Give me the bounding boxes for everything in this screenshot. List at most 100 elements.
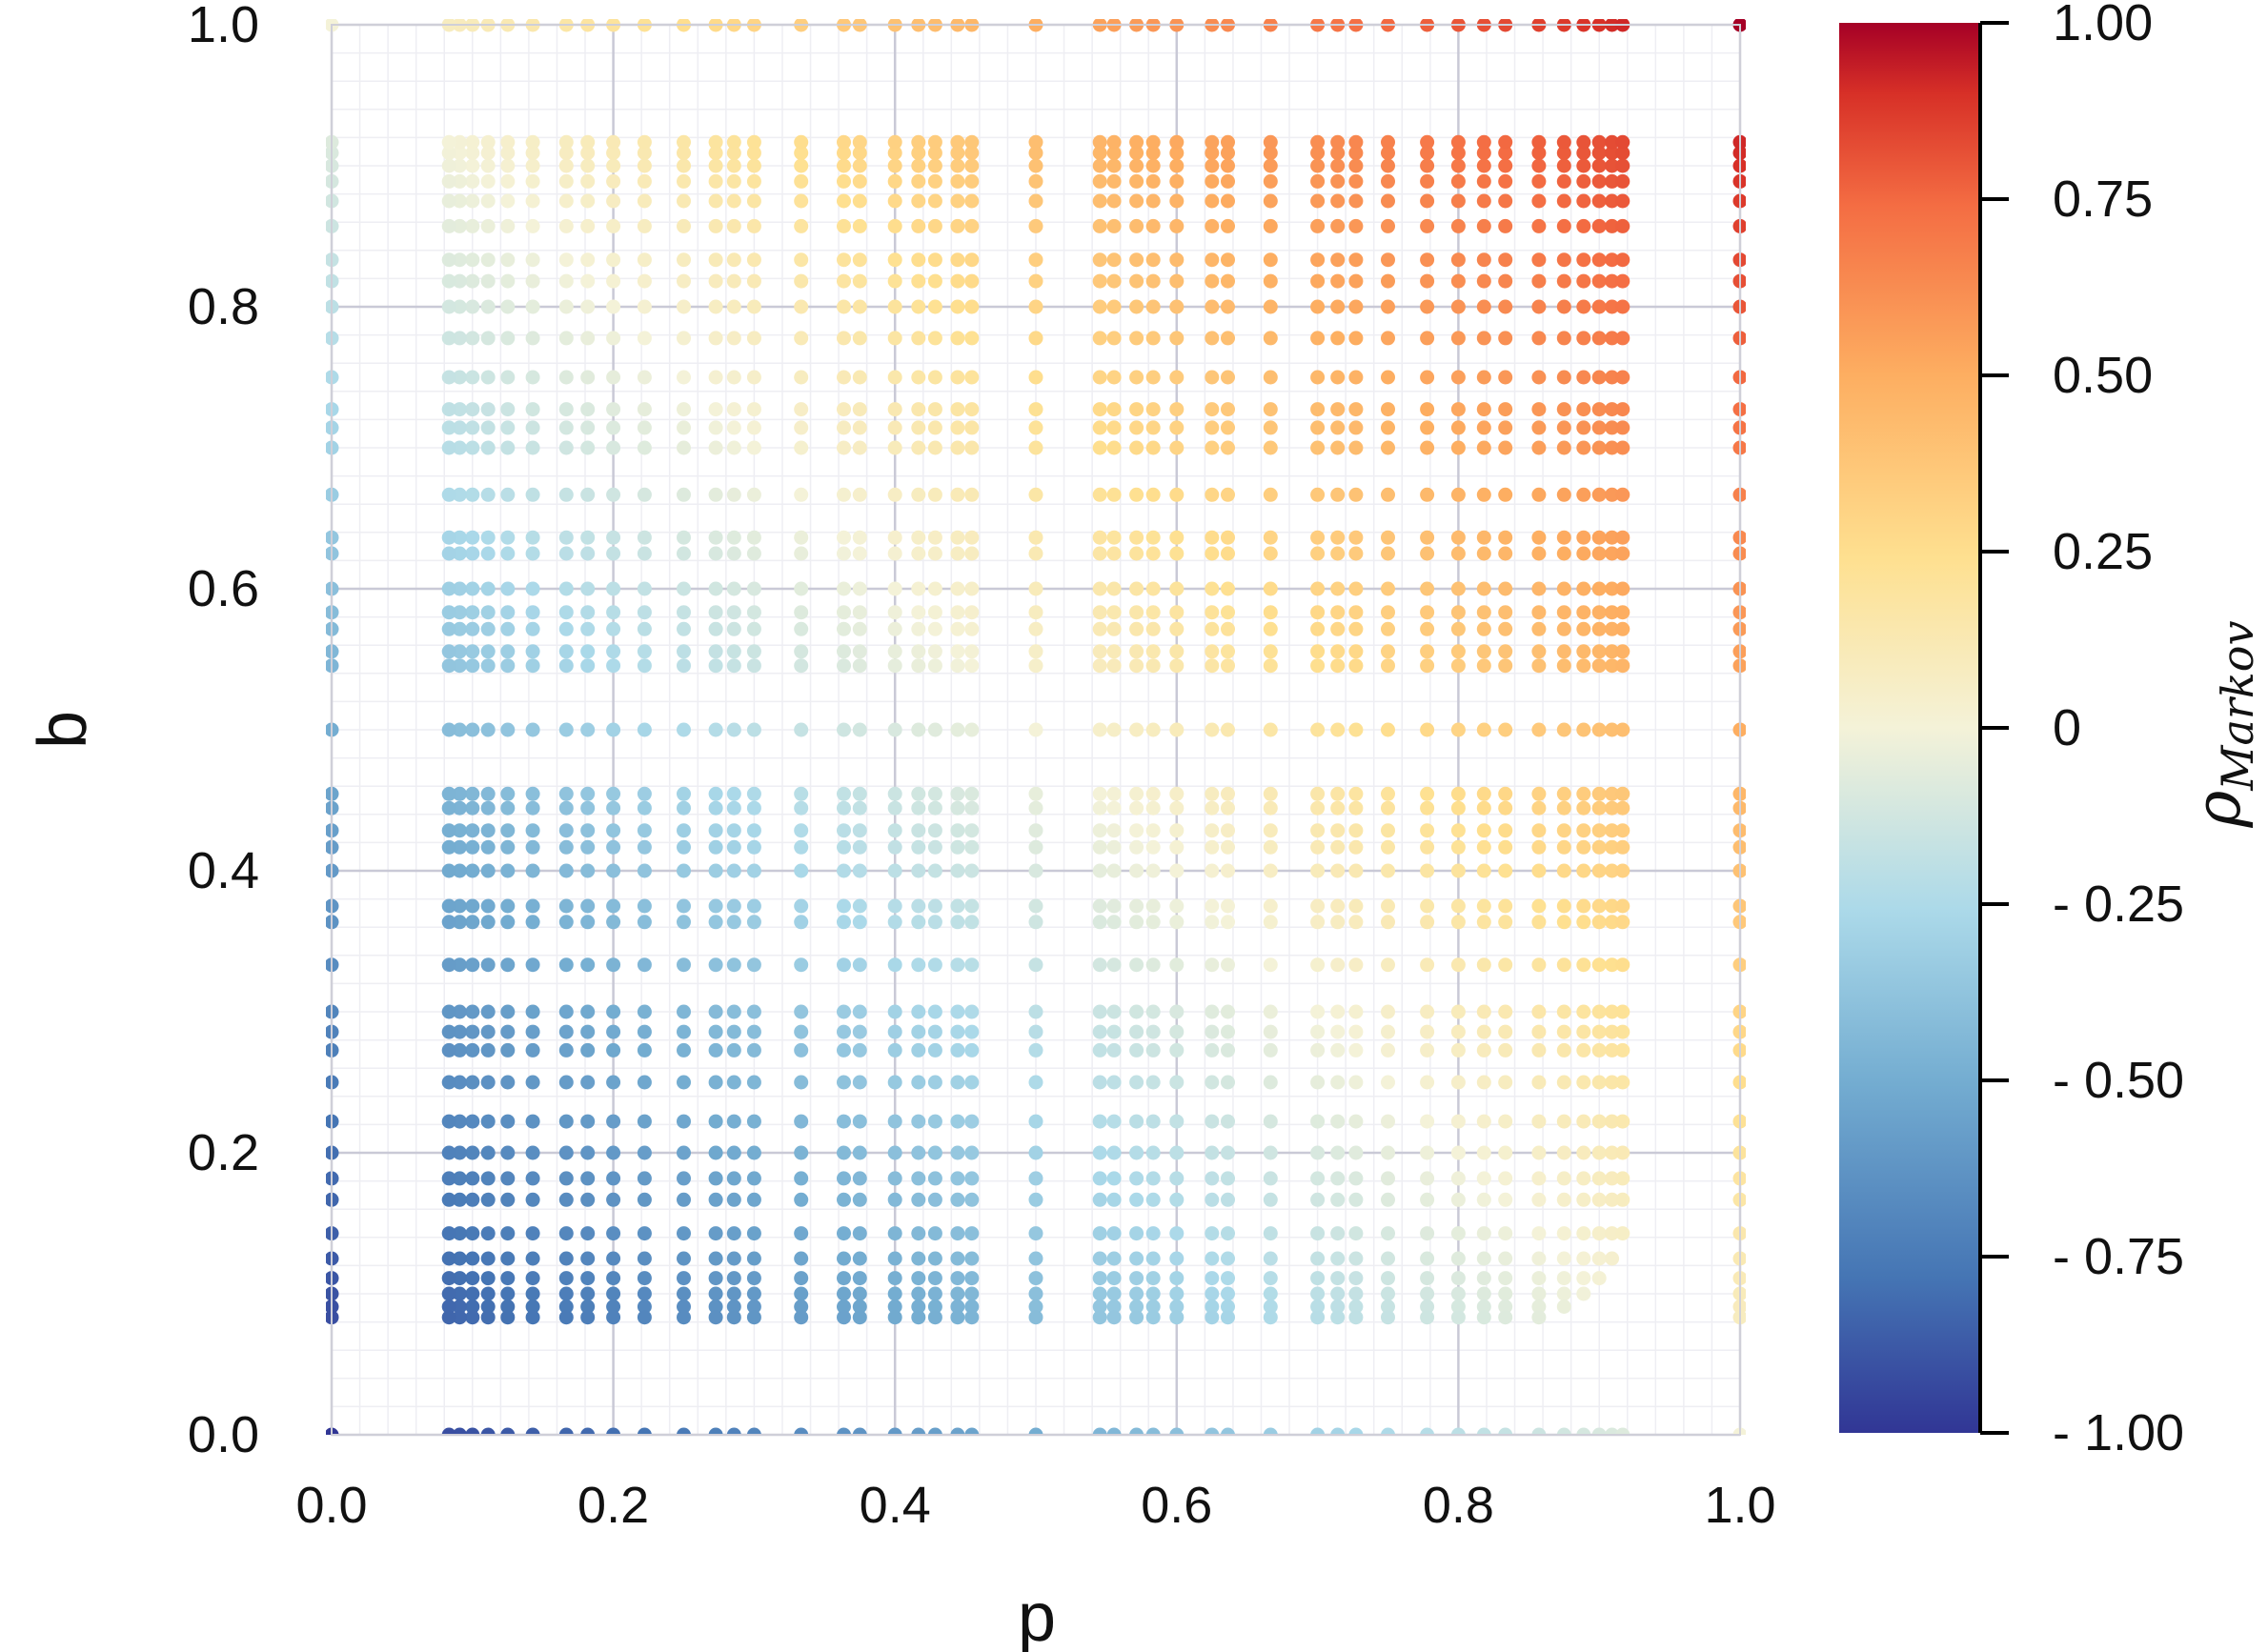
scatter-point — [746, 957, 761, 973]
scatter-point — [558, 158, 574, 173]
scatter-point — [794, 1299, 809, 1314]
scatter-point — [500, 1226, 516, 1241]
scatter-point — [1420, 1251, 1435, 1266]
scatter-point — [1476, 1427, 1491, 1435]
scatter-point — [580, 1004, 596, 1019]
scatter-point — [1531, 722, 1547, 737]
scatter-point — [1420, 370, 1435, 385]
scatter-point — [465, 487, 480, 502]
scatter-point — [1498, 863, 1513, 878]
scatter-point — [964, 605, 980, 620]
scatter-point — [452, 487, 467, 502]
scatter-point — [1381, 530, 1395, 545]
scatter-point — [1605, 173, 1620, 189]
scatter-point — [1420, 621, 1435, 636]
scatter-point — [927, 370, 942, 385]
scatter-point — [837, 299, 851, 314]
scatter-point — [794, 786, 809, 801]
scatter-point — [1476, 823, 1491, 838]
scatter-point — [852, 158, 867, 173]
scatter-point — [837, 218, 851, 233]
scatter-point — [500, 1042, 516, 1058]
scatter-point — [1169, 158, 1185, 173]
scatter-point — [794, 134, 809, 150]
scatter-point — [441, 440, 456, 455]
scatter-point — [950, 898, 965, 914]
scatter-point — [887, 273, 902, 289]
scatter-point — [964, 158, 980, 173]
scatter-point — [794, 823, 809, 838]
scatter-point — [637, 1299, 652, 1314]
scatter-point — [1263, 1226, 1278, 1241]
scatter-point — [708, 487, 723, 502]
scatter-point — [1498, 370, 1513, 385]
scatter-point — [1556, 158, 1571, 173]
scatter-point — [1106, 1251, 1122, 1266]
scatter-point — [852, 487, 867, 502]
scatter-point — [1330, 1299, 1346, 1314]
scatter-point — [950, 915, 965, 930]
scatter-point — [580, 605, 596, 620]
scatter-point — [887, 218, 902, 233]
scatter-point — [927, 823, 942, 838]
scatter-point — [1330, 1192, 1346, 1207]
scatter-point — [726, 1075, 741, 1090]
scatter-point — [1498, 839, 1513, 855]
scatter-point — [637, 800, 652, 816]
scatter-point — [964, 1042, 980, 1058]
scatter-point — [637, 863, 652, 878]
scatter-point — [1605, 440, 1620, 455]
scatter-point — [1145, 1286, 1161, 1301]
scatter-point — [1576, 1024, 1591, 1039]
scatter-point — [1106, 193, 1122, 209]
scatter-point — [637, 1192, 652, 1207]
scatter-point — [1531, 440, 1547, 455]
scatter-point — [837, 658, 851, 674]
scatter-point — [1129, 273, 1144, 289]
scatter-point — [580, 420, 596, 435]
scatter-point — [1591, 898, 1607, 914]
scatter-point — [1591, 252, 1607, 268]
scatter-point — [1615, 1004, 1630, 1019]
scatter-point — [1498, 1145, 1513, 1160]
scatter-point — [677, 786, 691, 801]
scatter-point — [927, 1042, 942, 1058]
scatter-point — [1420, 158, 1435, 173]
scatter-point — [1381, 146, 1395, 160]
scatter-point — [637, 1226, 652, 1241]
scatter-point — [1615, 440, 1630, 455]
scatter-point — [708, 605, 723, 620]
scatter-point — [1106, 402, 1122, 417]
scatter-point — [1263, 530, 1278, 545]
scatter-point — [726, 1114, 741, 1129]
scatter-point — [950, 823, 965, 838]
scatter-point — [1330, 252, 1346, 268]
scatter-point — [441, 786, 456, 801]
scatter-point — [606, 487, 621, 502]
scatter-point — [525, 546, 540, 561]
scatter-point — [1381, 898, 1395, 914]
scatter-point — [1615, 1171, 1630, 1186]
scatter-point — [911, 402, 926, 417]
scatter-point — [964, 402, 980, 417]
scatter-point — [480, 1192, 496, 1207]
scatter-point — [1221, 1114, 1235, 1129]
scatter-point — [606, 863, 621, 878]
scatter-point — [964, 1427, 980, 1435]
scatter-point — [794, 546, 809, 561]
scatter-point — [887, 402, 902, 417]
scatter-point — [677, 800, 691, 816]
scatter-point — [1205, 487, 1220, 502]
colorbar-tick-label: 0.25 — [2053, 523, 2153, 580]
scatter-point — [1498, 487, 1513, 502]
scatter-point — [480, 218, 496, 233]
scatter-point — [1498, 1192, 1513, 1207]
scatter-point — [1556, 621, 1571, 636]
scatter-point — [1381, 1024, 1395, 1039]
scatter-point — [558, 1075, 574, 1090]
scatter-point — [1221, 134, 1235, 150]
scatter-point — [452, 331, 467, 346]
scatter-point — [1498, 898, 1513, 914]
scatter-point — [950, 1171, 965, 1186]
scatter-point — [887, 1145, 902, 1160]
